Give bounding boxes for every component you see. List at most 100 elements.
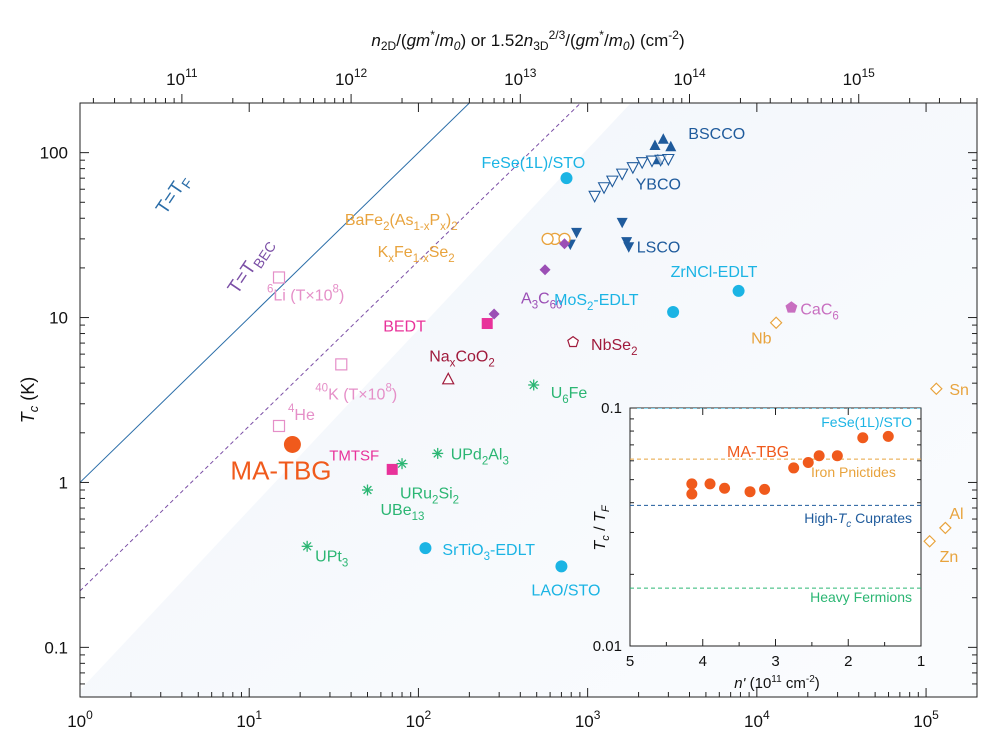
plot-frame: [79, 102, 978, 698]
point-upd2al3: [432, 447, 444, 459]
y-axis-title: Tc (K): [18, 377, 41, 424]
label-ma-tbg: MA-TBG: [230, 455, 331, 485]
inset-x-axis-title: n' (1011 cm-2): [734, 674, 820, 692]
label-upt3: UPt3: [315, 548, 348, 569]
label-tmtsf: TMTSF: [329, 447, 379, 464]
x-top-tick-label: 1013: [504, 66, 537, 89]
point-ybco: [626, 162, 640, 175]
x-tick-label: 102: [406, 708, 432, 731]
point-zn: [923, 534, 936, 548]
inset-point-ma-tbg: [744, 486, 756, 498]
inset-x-tick-label: 1: [917, 653, 925, 670]
label-bedt: BEDT: [383, 319, 426, 336]
point-uru2si2: [396, 458, 408, 470]
x-tick-label: 105: [913, 708, 939, 731]
y-tick-label: 0.1: [44, 638, 68, 657]
x-tick-label: 104: [744, 708, 770, 731]
inset-label-fese-1l-sto: FeSe(1L)/STO: [821, 414, 912, 430]
point-al: [938, 521, 952, 535]
inset-point-ma-tbg: [882, 430, 894, 442]
point-4he: [272, 419, 286, 433]
inset-point-ma-tbg: [831, 450, 843, 462]
inset-label-iron-pnictides: Iron Pnictides: [811, 464, 896, 480]
point-labels: T=TFT=TBECFeSe(1L)/STOBSCCOYBCOLSCOBaFe2…: [152, 126, 969, 600]
inset-x-tick-label: 4: [699, 653, 707, 670]
y-tick-label: 1: [59, 473, 68, 492]
point-sn: [929, 382, 943, 396]
label-lao-sto: LAO/STO: [531, 582, 600, 599]
label-cac6: CaC6: [800, 302, 838, 323]
point-ybco: [588, 190, 602, 203]
point-lsco: [616, 217, 628, 229]
ref-line-t-tf: [80, 103, 471, 483]
label-naxcoo2: NaxCoO2: [429, 349, 495, 370]
label-upd2al3: UPd2Al3: [451, 446, 509, 467]
label-lsco: LSCO: [637, 239, 681, 256]
point-40k-tx10-8: [335, 358, 348, 371]
inset-y-axis-title: Tc / TF: [592, 504, 612, 550]
inset-y-tick-label: 0.1: [601, 400, 622, 417]
x-tick-label: 100: [67, 708, 93, 731]
inset-point-ma-tbg: [788, 462, 800, 474]
label-ube13: UBe13: [380, 502, 424, 523]
data-marks: [272, 133, 952, 573]
inset-axes: 5 4 3 2 1 0.01 0.1: [593, 400, 925, 670]
point-nb: [769, 316, 783, 330]
label-mos2-edlt: MoS2-EDLT: [554, 292, 639, 313]
point-srtio3-edlt: [419, 542, 432, 555]
point-naxcoo2: [441, 372, 455, 385]
point-bedt: [481, 318, 493, 330]
label-a3c60: A3C60: [521, 291, 562, 312]
point-ybco: [615, 168, 629, 181]
point-ybco: [597, 182, 611, 195]
point-ma-tbg: [283, 435, 301, 453]
point-ybco: [605, 175, 619, 188]
ref-line-t-tbec: [80, 103, 582, 592]
label-kxfe1-xse2: KxFe1-xSe2: [378, 244, 455, 265]
x-tick-label: 101: [236, 708, 262, 731]
label-zn: Zn: [940, 549, 959, 566]
inset-label-heavy-fermions: Heavy Fermions: [810, 589, 912, 605]
label-srtio3-edlt: SrTiO3-EDLT: [442, 542, 535, 563]
point-ybco: [654, 154, 668, 167]
point-bscco: [649, 139, 661, 150]
inset-x-tick-label: 5: [626, 653, 634, 670]
point-zrncl-edlt: [732, 284, 745, 297]
ref-label-t-tf: T=TF: [152, 171, 196, 220]
point-ybco: [635, 157, 649, 170]
reference-lines: [80, 103, 582, 592]
inset-label-high-tc-cuprates: High-Tc Cuprates: [804, 510, 912, 530]
label-fese-1l-sto: FeSe(1L)/STO: [481, 155, 585, 172]
y-tick-label: 100: [40, 144, 68, 163]
inset-x-tick-label: 3: [771, 653, 779, 670]
point-nbse2: [567, 335, 579, 348]
inset-y-tick-label: 0.01: [593, 638, 622, 655]
point-lao-sto: [555, 560, 568, 573]
label-u6fe: U6Fe: [551, 385, 588, 406]
point-ybco: [661, 153, 675, 167]
point-tmtsf: [386, 463, 398, 475]
point-fese-1l-sto: [560, 172, 573, 185]
label-4he: 4He: [288, 403, 315, 424]
inset-point-ma-tbg: [686, 478, 698, 490]
inset-point-ma-tbg: [686, 488, 698, 500]
point-lsco: [623, 242, 635, 253]
point-bscco: [657, 133, 669, 144]
x-axis-top-title: n2D/(gm*/m0) or 1.52n3D2/3/(gm*/m0) (cm-…: [371, 28, 684, 53]
point-a3c60: [539, 264, 551, 276]
x-top-tick-label: 1015: [843, 66, 876, 89]
x-top-tick-label: 1014: [673, 66, 706, 89]
inset-data-marks: [686, 430, 894, 500]
inset-point-ma-tbg: [813, 450, 825, 462]
label-zrncl-edlt: ZrNCl-EDLT: [671, 264, 758, 281]
point-upt3: [301, 540, 313, 552]
label-nb: Nb: [751, 331, 772, 348]
inset-label-ma-tbg: MA-TBG: [727, 444, 789, 461]
y-tick-label: 10: [49, 309, 68, 328]
point-ybco: [645, 155, 659, 168]
x-top-tick-label: 1012: [335, 66, 368, 89]
point-cac6: [785, 301, 798, 313]
point-mos2-edlt: [667, 306, 680, 319]
